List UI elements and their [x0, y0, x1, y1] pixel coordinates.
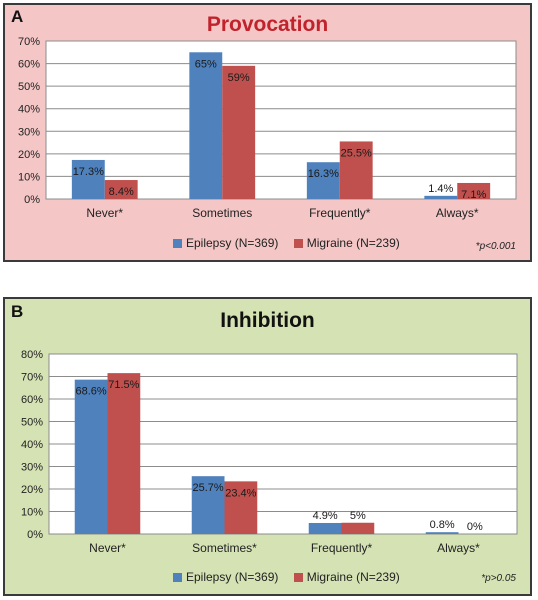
legend-item-migraine: Migraine (N=239): [293, 570, 400, 584]
y-tick-label: 20%: [21, 484, 43, 496]
significance-note: *p<0.001: [475, 241, 516, 252]
legend-item-epilepsy: Epilepsy (N=369): [173, 570, 278, 584]
data-label: 65%: [195, 58, 217, 70]
data-label: 59%: [228, 72, 250, 84]
data-label: 4.9%: [313, 510, 338, 522]
y-tick-label: 30%: [18, 126, 40, 138]
y-tick-label: 10%: [21, 507, 43, 519]
y-tick-label: 10%: [18, 171, 40, 183]
y-tick-label: 50%: [18, 81, 40, 93]
data-label: 5%: [350, 510, 366, 522]
x-tick-label: Never*: [86, 206, 123, 220]
x-tick-label: Frequently*: [311, 541, 373, 555]
bar-epilepsy: [191, 476, 225, 534]
chart-panel-b: B Inhibition 0% 10% 20% 30% 40% 50% 60% 70% 80% 6…: [3, 297, 532, 596]
y-tick-label: 60%: [21, 394, 43, 406]
data-label: 8.4%: [109, 186, 134, 198]
bar-epilepsy: [71, 159, 105, 199]
legend: Epilepsy (N=369) Migraine (N=239): [173, 570, 412, 584]
data-label: 0.8%: [430, 519, 455, 531]
bar-epilepsy: [189, 52, 223, 200]
bar-epilepsy: [425, 532, 459, 534]
data-label: 0%: [467, 521, 483, 533]
bar-migraine: [222, 65, 256, 199]
bar-migraine: [104, 180, 138, 199]
data-label: 17.3%: [73, 166, 104, 178]
x-tick-label: Always*: [436, 206, 479, 220]
x-tick-label: Never*: [89, 541, 126, 555]
bar-epilepsy: [308, 522, 342, 534]
chart-panel-a: A Provocation 0% 10% 20% 30% 40% 50% 60% 70% 17.…: [3, 3, 532, 262]
chart-title: Provocation: [206, 13, 329, 36]
legend: Epilepsy (N=369) Migraine (N=239): [173, 236, 412, 250]
legend-label: Migraine (N=239): [306, 236, 400, 250]
bar-migraine: [457, 182, 491, 199]
x-tick-label: Frequently*: [309, 206, 371, 220]
bar-migraine: [339, 141, 373, 199]
data-label: 68.6%: [76, 386, 107, 398]
bar-epilepsy: [306, 162, 340, 199]
y-tick-label: 50%: [21, 417, 43, 429]
y-tick-label: 30%: [21, 462, 43, 474]
y-tick-label: 0%: [27, 529, 43, 541]
data-label: 1.4%: [428, 183, 453, 195]
data-label: 25.7%: [193, 482, 224, 494]
y-tick-label: 70%: [18, 36, 40, 48]
x-tick-label: Sometimes: [192, 206, 252, 220]
legend-label: Migraine (N=239): [306, 570, 400, 584]
legend-item-epilepsy: Epilepsy (N=369): [173, 236, 278, 250]
x-tick-label: Sometimes*: [192, 541, 257, 555]
data-label: 16.3%: [308, 168, 339, 180]
plot-area: [45, 40, 517, 200]
chart-plot: 0% 10% 20% 30% 40% 50% 60% 70% 17.3% 8.4% Never* 65…: [18, 36, 517, 220]
y-tick-label: 0%: [24, 194, 40, 206]
legend-item-migraine: Migraine (N=239): [293, 236, 400, 250]
bar-migraine: [341, 522, 375, 534]
bar-epilepsy: [74, 379, 108, 534]
panel-label: B: [11, 302, 24, 321]
y-tick-label: 70%: [21, 372, 43, 384]
data-label: 25.5%: [341, 147, 372, 159]
legend-swatch-migraine: [293, 573, 303, 582]
data-label: 71.5%: [108, 379, 139, 391]
bar-epilepsy: [424, 195, 458, 199]
legend-swatch-migraine: [293, 239, 303, 248]
legend-swatch-epilepsy: [173, 239, 182, 248]
x-tick-label: Always*: [437, 541, 480, 555]
bar-migraine: [107, 373, 141, 534]
data-label: 23.4%: [225, 487, 256, 499]
data-label: 7.1%: [461, 189, 486, 201]
y-tick-label: 40%: [18, 104, 40, 116]
y-tick-label: 40%: [21, 439, 43, 451]
legend-label: Epilepsy (N=369): [186, 236, 279, 250]
panel-label: A: [11, 7, 24, 26]
significance-note: *p>0.05: [481, 573, 516, 584]
y-tick-label: 20%: [18, 149, 40, 161]
y-tick-label: 60%: [18, 59, 40, 71]
legend-label: Epilepsy (N=369): [186, 570, 279, 584]
chart-plot: 0% 10% 20% 30% 40% 50% 60% 70% 80% 68.6%71.5% Neve…: [21, 349, 518, 555]
y-tick-label: 80%: [21, 349, 43, 361]
legend-swatch-epilepsy: [173, 573, 182, 582]
bar-migraine: [224, 481, 258, 534]
chart-title: Inhibition: [220, 309, 315, 332]
